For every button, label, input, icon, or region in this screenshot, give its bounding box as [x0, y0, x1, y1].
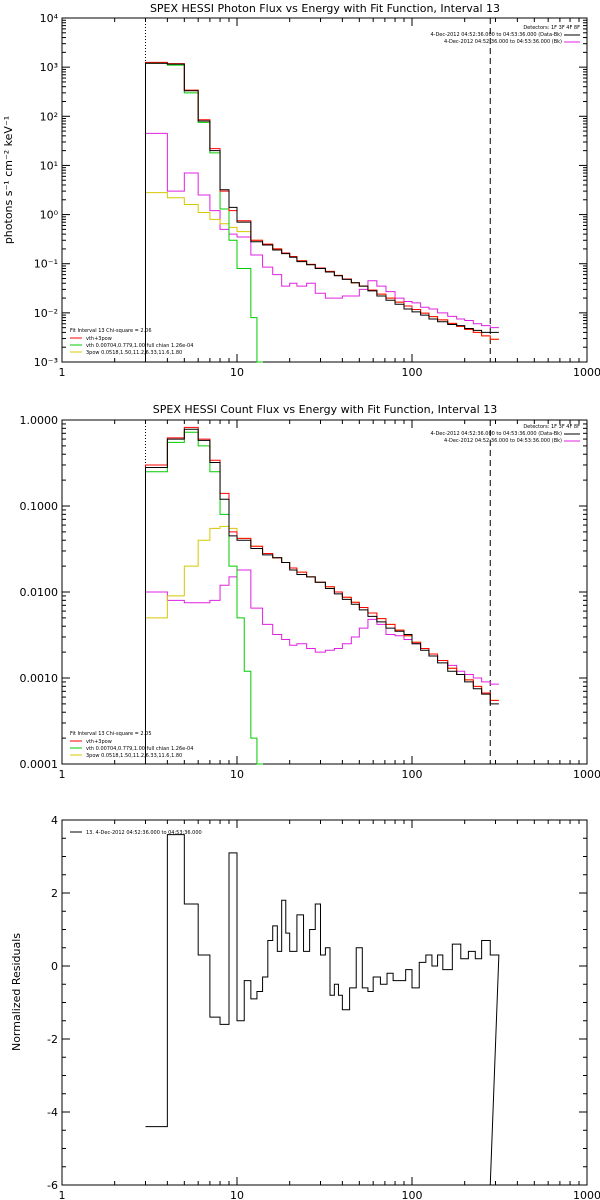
x-tick-label: 1 [59, 366, 66, 379]
series-data [144, 428, 499, 764]
series-total [144, 426, 499, 764]
series-data [144, 62, 499, 362]
x-tick-label: 100 [402, 366, 423, 379]
photon-flux-panel: SPEX HESSI Photon Flux vs Energy with Fi… [2, 2, 600, 379]
y-tick-label: 1.0000 [20, 414, 59, 427]
fit-legend-vth-2: vth 0.00704,0.779,1.00 full chian 1.26e-… [86, 746, 193, 752]
count-flux-title: SPEX HESSI Count Flux vs Energy with Fit… [153, 403, 497, 416]
y-tick-label: 10⁻³ [34, 356, 58, 369]
plot-frame [61, 17, 588, 363]
count-flux-panel: SPEX HESSI Count Flux vs Energy with Fit… [20, 403, 600, 781]
y-tick-label: 10² [40, 110, 58, 123]
y-tick-label: 10⁻¹ [34, 258, 58, 271]
y-tick-label: 0.0010 [20, 672, 59, 685]
legend-databk-2: 4-Dec-2012 04:52:36.000 to 04:53:36.000 … [430, 431, 562, 437]
x-tick-label: 1 [59, 768, 66, 781]
fit-legend-pow-1: 3pow 0.0518,1.50,11.2,6.33,11.6,1.80 [86, 350, 182, 356]
y-tick-label: 0 [51, 960, 58, 973]
y-tick-label: 10⁴ [40, 12, 59, 25]
residuals-ylabel: Normalized Residuals [10, 933, 23, 1051]
x-tick-label: 1000 [573, 768, 600, 781]
series-pow [144, 525, 499, 764]
series-bk [144, 569, 499, 764]
y-tick-label: 10³ [40, 61, 58, 74]
x-tick-label: 100 [402, 1189, 423, 1200]
x-tick-label: 1 [59, 1189, 66, 1200]
x-tick-label: 10 [230, 1189, 244, 1200]
y-tick-label: -2 [47, 1033, 58, 1046]
y-tick-label: 10⁻² [34, 307, 58, 320]
fit-legend-total-1: vth+3pow [86, 336, 112, 342]
fit-legend-vth-1: vth 0.00704,0.779,1.00 full chian 1.26e-… [86, 343, 193, 349]
photon-flux-title: SPEX HESSI Photon Flux vs Energy with Fi… [150, 2, 500, 15]
residual-legend-label: 13. 4-Dec-2012 04:52:36.000 to 04:53:36.… [86, 830, 202, 836]
y-tick-label: 0.0100 [20, 586, 59, 599]
x-tick-label: 1000 [573, 1189, 600, 1200]
legend-databk-1: 4-Dec-2012 04:52:36.000 to 04:53:36.000 … [430, 32, 562, 38]
legend-bk-1: 4-Dec-2012 04:52:36.000 to 04:53:36.000 … [444, 39, 562, 45]
legend-bk-2: 4-Dec-2012 04:52:36.000 to 04:53:36.000 … [444, 438, 562, 444]
fit-legend-total-2: vth+3pow [86, 739, 112, 745]
series-bk [144, 132, 499, 362]
fit-legend-title-1: Fit Interval 13 Chi-square = 2.06 [70, 328, 152, 334]
y-tick-label: 0.1000 [20, 500, 59, 513]
legend-detectors-2: Detectors: 1F 3F 4F 8F [523, 424, 580, 430]
series-data [145, 834, 500, 1186]
y-tick-label: 2 [51, 887, 58, 900]
x-tick-label: 100 [402, 768, 423, 781]
plot-frame [61, 419, 588, 765]
photon-flux-ylabel: photons s⁻¹ cm⁻² keV⁻¹ [2, 116, 15, 244]
y-tick-label: 10¹ [40, 159, 58, 172]
y-tick-label: -6 [47, 1179, 58, 1192]
y-tick-label: 10⁰ [40, 209, 59, 222]
y-tick-label: 4 [51, 814, 58, 827]
fit-legend-pow-2: 3pow 0.0518,1.50,11.2,6.33,11.6,1.80 [86, 753, 182, 759]
series-vth [144, 431, 264, 765]
series-pow [144, 192, 499, 362]
fit-legend-title-2: Fit Interval 13 Chi-square = 2.05 [70, 731, 152, 737]
plot-frame [61, 819, 588, 1186]
legend-detectors-1: Detectors: 1F 3F 4F 8F [523, 25, 580, 31]
x-tick-label: 10 [230, 768, 244, 781]
y-tick-label: 0.0001 [20, 758, 59, 771]
x-tick-label: 10 [230, 366, 244, 379]
residuals-panel: Normalized Residuals 13. 4-Dec-2012 04:5… [10, 814, 600, 1200]
x-tick-label: 1000 [573, 366, 600, 379]
y-tick-label: -4 [47, 1106, 58, 1119]
